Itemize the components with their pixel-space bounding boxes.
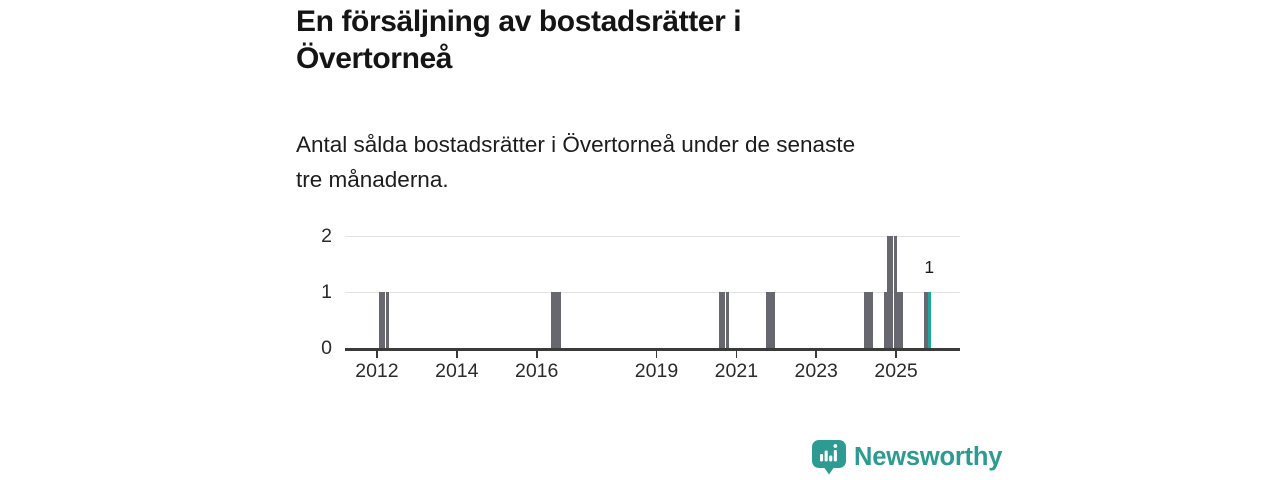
bar — [887, 236, 891, 348]
bar — [558, 292, 562, 348]
chart-title-line-1: En försäljning av bostadsrätter i — [296, 5, 742, 38]
chart-subtitle-line-1: Antal sålda bostadsrätter i Övertorneå u… — [296, 132, 856, 157]
gridline-y-1 — [345, 291, 960, 293]
bar — [378, 292, 382, 348]
bar — [897, 292, 901, 348]
x-axis-label-2025: 2025 — [874, 360, 918, 382]
x-axis-label-2019: 2019 — [634, 360, 679, 382]
bar-chart-plot-area: 0 1 2 2012 2014 2016 2019 2021 2023 2025 1 — [321, 225, 960, 382]
bar — [765, 292, 769, 348]
x-axis-tick-2016 — [535, 350, 538, 358]
y-axis-label-2: 2 — [321, 225, 332, 247]
newsworthy-logo: Newsworthy — [812, 440, 1002, 475]
bar — [870, 292, 874, 348]
bar — [863, 292, 867, 348]
newsworthy-logo-text: Newsworthy — [854, 443, 1003, 471]
chart-subtitle: Antal sålda bostadsrätter i Övertorneå u… — [296, 127, 855, 197]
y-axis-label-1: 1 — [321, 281, 332, 303]
x-axis-tick-2014 — [455, 350, 458, 358]
bar — [893, 236, 897, 348]
bar — [900, 292, 904, 348]
x-axis-tick-2023 — [815, 350, 818, 358]
chart-title: En försäljning av bostadsrätter i Överto… — [296, 3, 742, 77]
bar-value-label: 1 — [924, 257, 935, 277]
bar — [867, 292, 871, 348]
bar — [768, 292, 772, 348]
bar — [551, 292, 555, 348]
bar-highlight — [927, 292, 931, 348]
x-axis-line — [345, 348, 960, 351]
x-axis-label-2014: 2014 — [435, 360, 479, 382]
bar — [722, 292, 726, 348]
bar — [554, 292, 558, 348]
bar — [725, 292, 729, 348]
chart-subtitle-line-2: tre månaderna. — [296, 167, 449, 192]
bar — [382, 292, 386, 348]
newsworthy-logo-icon — [812, 440, 846, 475]
bar — [883, 292, 887, 348]
bar — [890, 236, 894, 348]
x-axis-label-2021: 2021 — [714, 360, 759, 382]
x-axis-tick-2019 — [655, 350, 658, 358]
x-axis-label-2016: 2016 — [514, 360, 559, 382]
bar — [924, 292, 928, 348]
x-axis-tick-2012 — [376, 350, 378, 358]
x-axis-tick-2025 — [895, 350, 897, 358]
bar — [772, 292, 776, 348]
bar — [718, 292, 723, 348]
x-axis-label-2012: 2012 — [355, 360, 399, 382]
bar — [385, 292, 389, 348]
x-axis-tick-2021 — [735, 350, 738, 358]
gridline-y-2 — [345, 235, 960, 237]
x-axis-label-2023: 2023 — [794, 360, 838, 382]
chart-title-line-2: Övertorneå — [296, 42, 453, 75]
y-axis-label-0: 0 — [321, 337, 332, 359]
